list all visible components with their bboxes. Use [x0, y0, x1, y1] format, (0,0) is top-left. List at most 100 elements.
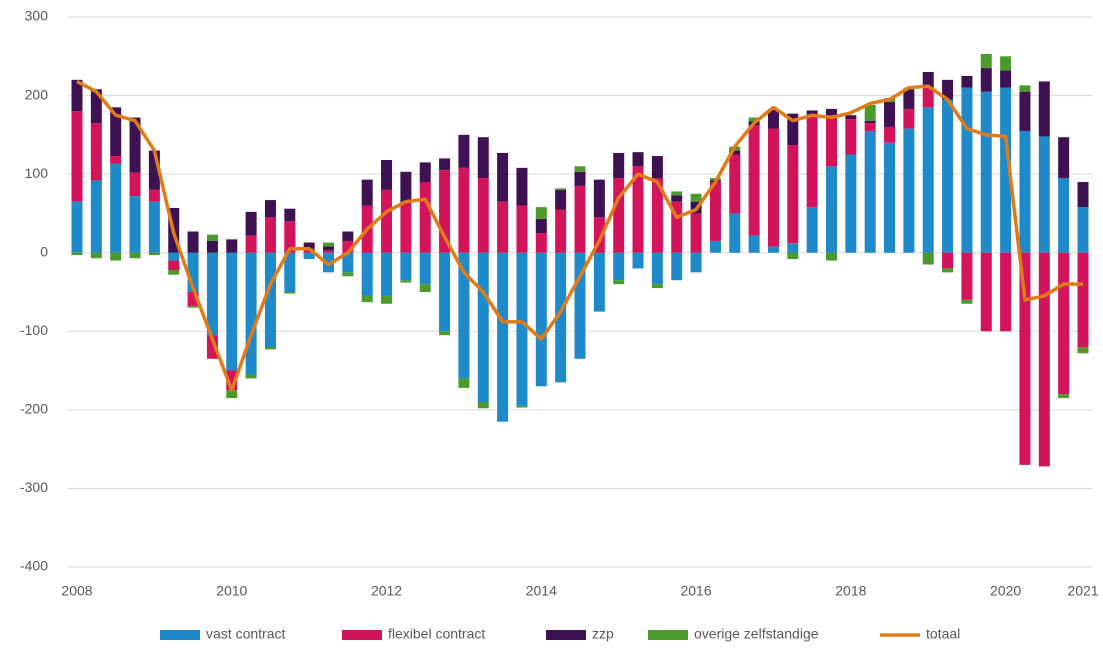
bar-segment [129, 172, 141, 197]
bar-segment [1019, 91, 1031, 131]
bar-segment [729, 213, 741, 253]
bar-segment [439, 158, 451, 171]
bar-segment [884, 101, 896, 127]
bar-segment [168, 252, 180, 261]
bar-segment [245, 211, 257, 236]
bar-segment [690, 193, 702, 202]
bar-segment [148, 252, 160, 256]
bar-segment [129, 252, 141, 259]
bar-segment [709, 182, 721, 241]
bar-segment [555, 188, 567, 190]
bar-segment [980, 68, 992, 92]
x-tick-label: 2020 [990, 583, 1021, 599]
bar-segment [71, 252, 83, 256]
bar-segment [787, 252, 799, 259]
bar-segment [806, 116, 818, 208]
bar-segment [942, 79, 954, 100]
bar-segment [90, 180, 102, 253]
y-tick-label: -300 [20, 479, 48, 495]
bar-segment [1000, 87, 1012, 253]
y-tick-label: 200 [25, 86, 49, 102]
bar-segment [129, 117, 141, 173]
bar-segment [980, 91, 992, 253]
bar-segment [110, 252, 122, 261]
bar-segment [555, 209, 567, 253]
bar-segment [187, 231, 199, 253]
bar-segment [729, 154, 741, 214]
bar-segment [632, 166, 644, 253]
bar-segment [284, 292, 296, 294]
bar-segment [671, 191, 683, 196]
bar-segment [245, 374, 257, 379]
bar-segment [206, 335, 218, 359]
legend-swatch [648, 630, 688, 640]
bar-segment [148, 201, 160, 253]
bar-segment [323, 242, 334, 247]
bar-segment [961, 252, 973, 300]
bar-segment [284, 208, 296, 222]
bar-segment [671, 201, 683, 253]
y-tick-label: -200 [20, 401, 48, 417]
bar-segment [593, 252, 605, 312]
bar-segment [361, 252, 373, 296]
bar-segment [864, 105, 876, 121]
bar-segment [922, 87, 934, 108]
bar-segment [826, 108, 837, 116]
bar-segment [458, 167, 470, 253]
bar-segment [884, 142, 896, 253]
y-tick-label: -400 [20, 558, 48, 574]
bar-segment [323, 250, 334, 253]
bar-segment [458, 134, 470, 168]
bar-segment [1058, 178, 1070, 253]
bar-segment [535, 218, 547, 234]
bar-segment [477, 252, 489, 402]
bar-segment [187, 292, 199, 307]
bar-segment [110, 156, 122, 164]
bar-segment [903, 128, 915, 253]
bar-segment [1000, 70, 1012, 88]
bar-segment [361, 179, 373, 206]
bar-segment [516, 167, 528, 206]
bar-segment [439, 170, 451, 253]
bar-segment [903, 89, 915, 109]
bar-segment [555, 189, 567, 210]
bar-segment [980, 252, 992, 332]
bar-segment [826, 166, 837, 253]
bar-segment [284, 221, 296, 253]
bar-segment [826, 252, 837, 261]
bar-segment [1019, 85, 1031, 92]
bar-segment [864, 123, 876, 131]
x-tick-label: 2008 [61, 583, 92, 599]
x-tick-label: 2014 [526, 583, 557, 599]
x-tick-label: 2018 [835, 583, 866, 599]
bar-segment [651, 284, 663, 289]
bar-segment [497, 201, 509, 253]
bar-segment [826, 115, 837, 167]
bar-segment [922, 72, 934, 88]
legend-label: vast contract [206, 626, 285, 642]
bar-segment [381, 295, 393, 304]
bar-segment [690, 213, 702, 253]
bar-segment [690, 252, 702, 273]
bar-segment [400, 252, 412, 281]
bar-segment [71, 79, 83, 112]
bar-segment [613, 252, 625, 281]
bar-segment [574, 185, 586, 253]
bar-segment [767, 108, 779, 129]
bar-segment [110, 107, 122, 157]
bar-segment [284, 252, 296, 292]
legend-label: flexibel contract [388, 626, 485, 642]
x-tick-label: 2010 [216, 583, 247, 599]
bar-segment [419, 252, 431, 285]
bar-segment [226, 239, 238, 253]
bar-segment [961, 299, 973, 304]
bar-segment [381, 160, 393, 190]
bar-segment [864, 120, 876, 124]
bar-segment [942, 252, 954, 269]
legend-swatch [342, 630, 382, 640]
bar-segment [651, 178, 663, 253]
legend-label: totaal [926, 626, 960, 642]
bar-segment [555, 252, 567, 383]
legend-swatch [160, 630, 200, 640]
